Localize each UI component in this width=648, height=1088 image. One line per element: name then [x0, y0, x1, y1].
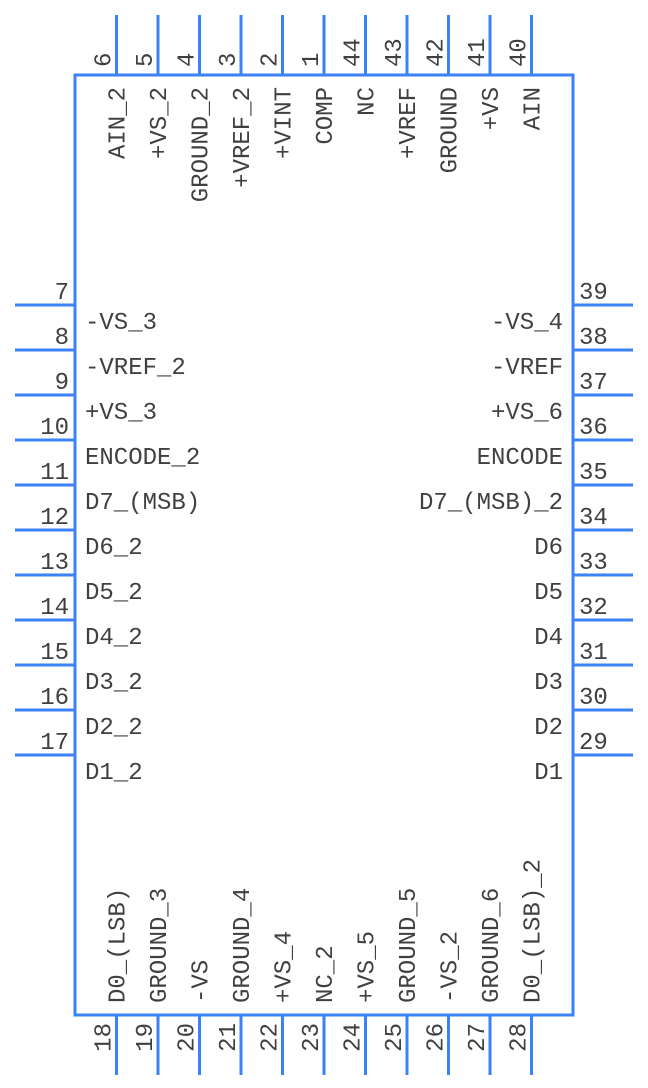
pin-label: NC_2 — [313, 945, 340, 1003]
pin-number: 39 — [579, 280, 608, 307]
pin-number: 24 — [341, 1023, 368, 1052]
pin-label: -VS — [189, 960, 216, 1003]
pin-number: 35 — [579, 460, 608, 487]
pin-number: 32 — [579, 595, 608, 622]
pin-number: 4 — [175, 53, 202, 67]
pin-label: AIN — [521, 87, 548, 130]
pin-number: 6 — [92, 53, 119, 67]
pin-label: GROUND_6 — [479, 888, 506, 1003]
pin-label: GROUND — [438, 87, 465, 173]
pin-label: ENCODE — [477, 445, 563, 472]
pin-label: D5_2 — [85, 580, 143, 607]
pin-label: +VREF — [396, 87, 423, 159]
pin-label: -VS_4 — [491, 310, 563, 337]
pin-number: 29 — [579, 730, 608, 757]
pin-number: 11 — [40, 460, 69, 487]
pin-label: D6 — [534, 535, 563, 562]
pin-label: AIN_2 — [106, 87, 133, 159]
pin-label: GROUND_5 — [396, 888, 423, 1003]
pin-label: +VS_6 — [491, 400, 563, 427]
pin-number: 1 — [299, 53, 326, 67]
pin-label: -VREF_2 — [85, 355, 186, 382]
pin-number: 19 — [133, 1023, 160, 1052]
pin-label: +VS — [479, 87, 506, 130]
pin-number: 14 — [40, 595, 69, 622]
pin-label: +VREF_2 — [230, 87, 257, 188]
pin-number: 18 — [92, 1023, 119, 1052]
pin-number: 44 — [341, 38, 368, 67]
pin-label: D4_2 — [85, 625, 143, 652]
pin-number: 10 — [40, 415, 69, 442]
pin-number: 22 — [258, 1023, 285, 1052]
pin-label: COMP — [313, 87, 340, 145]
pin-number: 17 — [40, 730, 69, 757]
pin-label: +VS_4 — [272, 931, 299, 1003]
pin-label: D3 — [534, 670, 563, 697]
pin-label: D3_2 — [85, 670, 143, 697]
pin-number: 33 — [579, 550, 608, 577]
pin-number: 7 — [55, 280, 69, 307]
pin-label: D2 — [534, 715, 563, 742]
pin-label: D4 — [534, 625, 563, 652]
pin-number: 30 — [579, 685, 608, 712]
pin-number: 34 — [579, 505, 608, 532]
pin-number: 13 — [40, 550, 69, 577]
pin-number: 36 — [579, 415, 608, 442]
pin-number: 26 — [424, 1023, 451, 1052]
pin-label: D6_2 — [85, 535, 143, 562]
pin-label: +VS_3 — [85, 400, 157, 427]
pin-label: +VS_5 — [355, 931, 382, 1003]
pin-number: 37 — [579, 370, 608, 397]
pin-number: 15 — [40, 640, 69, 667]
chip-body — [75, 75, 573, 1015]
ic-pinout-diagram: 6 AIN_2 5 +VS_2 4 GROUND_2 3 +VREF_2 2 +VINT 1 COMP… — [0, 0, 648, 1088]
pin-label: -VS_2 — [438, 931, 465, 1003]
pin-number: 43 — [382, 38, 409, 67]
pin-number: 25 — [382, 1023, 409, 1052]
pin-number: 41 — [465, 38, 492, 67]
pin-label: D0_(LSB)_2 — [521, 859, 548, 1003]
pin-number: 8 — [55, 325, 69, 352]
pin-number: 2 — [258, 53, 285, 67]
pin-number: 28 — [507, 1023, 534, 1052]
pin-number: 38 — [579, 325, 608, 352]
pin-label: -VREF — [491, 355, 563, 382]
pin-number: 27 — [465, 1023, 492, 1052]
pin-label: D2_2 — [85, 715, 143, 742]
pin-label: ENCODE_2 — [85, 445, 200, 472]
pin-number: 31 — [579, 640, 608, 667]
pin-label: D1_2 — [85, 760, 143, 787]
pin-number: 9 — [55, 370, 69, 397]
pin-label: D1 — [534, 760, 563, 787]
pin-label: +VINT — [272, 87, 299, 159]
pin-label: +VS_2 — [147, 87, 174, 159]
pin-label: GROUND_3 — [147, 888, 174, 1003]
pin-number: 16 — [40, 685, 69, 712]
pin-number: 12 — [40, 505, 69, 532]
pin-number: 5 — [133, 53, 160, 67]
pin-number: 21 — [216, 1023, 243, 1052]
pin-label: -VS_3 — [85, 310, 157, 337]
pin-number: 20 — [175, 1023, 202, 1052]
pin-label: NC — [355, 87, 382, 116]
pin-label: D5 — [534, 580, 563, 607]
pin-label: GROUND_2 — [189, 87, 216, 202]
pin-number: 3 — [216, 53, 243, 67]
pin-number: 42 — [424, 38, 451, 67]
pin-label: D7_(MSB)_2 — [419, 490, 563, 517]
pin-number: 40 — [507, 38, 534, 67]
pin-label: D7_(MSB) — [85, 490, 200, 517]
pin-number: 23 — [299, 1023, 326, 1052]
pin-label: D0_(LSB) — [106, 888, 133, 1003]
pin-label: GROUND_4 — [230, 888, 257, 1003]
